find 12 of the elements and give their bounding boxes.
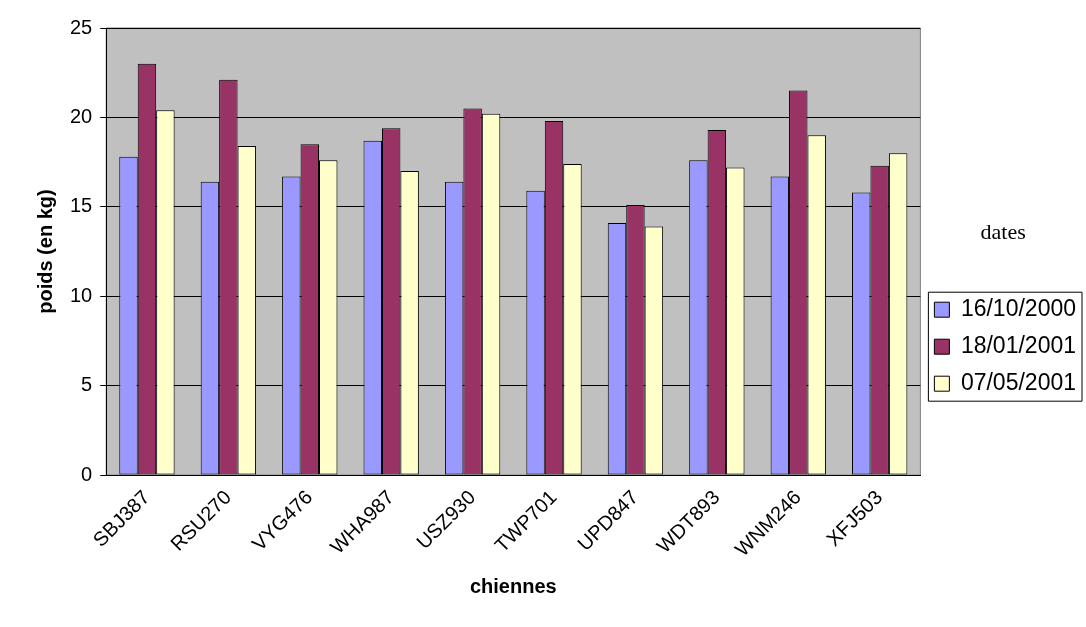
- y-tick-label: 25: [70, 15, 93, 38]
- y-tick-label: 5: [81, 373, 93, 396]
- legend-label: 16/10/2000: [960, 295, 1077, 322]
- y-tick-label: 10: [70, 283, 93, 306]
- legend-label: 18/01/2001: [960, 332, 1077, 359]
- legend-title: dates: [980, 218, 1026, 244]
- y-tick-label: 15: [70, 194, 93, 217]
- y-tick-label: 20: [70, 104, 93, 127]
- legend-label: 07/05/2001: [960, 369, 1077, 396]
- y-tick-label: 0: [81, 462, 93, 485]
- x-axis-title: chiennes: [469, 574, 557, 597]
- y-axis-title: poids (en kg): [33, 189, 56, 314]
